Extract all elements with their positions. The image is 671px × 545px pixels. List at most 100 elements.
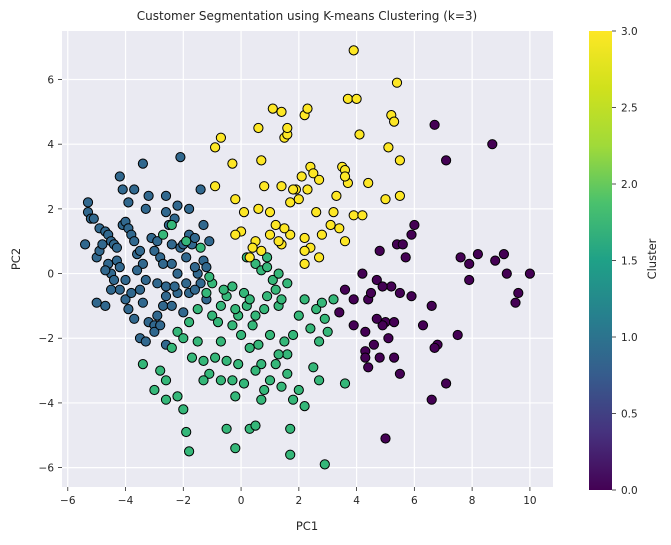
data-point-cluster-3 (339, 236, 351, 247)
data-point-cluster-1 (143, 190, 154, 201)
data-point-cluster-2 (328, 294, 339, 305)
x-tick-label: 6 (411, 495, 418, 507)
data-point-cluster-0 (363, 362, 374, 373)
data-point-cluster-1 (100, 300, 111, 311)
data-point-cluster-3 (383, 142, 394, 153)
data-point-cluster-2 (178, 404, 189, 415)
data-point-cluster-0 (386, 281, 397, 292)
data-point-cluster-2 (207, 310, 218, 321)
data-point-cluster-2 (192, 304, 203, 315)
data-point-cluster-2 (215, 336, 226, 347)
data-point-cluster-0 (426, 300, 437, 311)
data-point-cluster-1 (132, 265, 143, 276)
data-points (80, 45, 536, 470)
data-point-cluster-1 (189, 262, 200, 273)
data-point-cluster-1 (160, 190, 172, 201)
colorbar-tick-label: 2.5 (621, 103, 638, 115)
x-tick-label: −2 (176, 495, 191, 507)
data-point-cluster-3 (394, 155, 405, 166)
data-point-cluster-1 (114, 284, 125, 295)
data-point-cluster-3 (391, 77, 403, 88)
data-point-cluster-2 (282, 278, 293, 289)
y-tick-label: −2 (39, 333, 54, 345)
data-point-cluster-0 (389, 317, 400, 328)
data-point-cluster-0 (429, 119, 440, 130)
data-point-cluster-2 (230, 304, 241, 315)
data-point-cluster-3 (311, 207, 322, 218)
data-point-cluster-2 (276, 381, 287, 392)
y-tick-label: −6 (39, 463, 55, 475)
data-point-cluster-1 (152, 310, 163, 321)
data-point-cluster-0 (513, 287, 524, 299)
data-point-cluster-2 (305, 323, 316, 334)
data-point-cluster-2 (155, 365, 166, 376)
data-point-cluster-3 (259, 181, 270, 192)
data-point-cluster-1 (195, 184, 206, 195)
data-point-cluster-0 (406, 291, 417, 302)
data-point-cluster-0 (452, 329, 463, 341)
data-point-cluster-0 (394, 287, 405, 299)
data-point-cluster-0 (426, 394, 437, 405)
data-point-cluster-3 (285, 197, 296, 208)
data-point-cluster-0 (524, 268, 536, 279)
data-point-cluster-3 (253, 122, 264, 134)
data-point-cluster-2 (198, 375, 209, 386)
data-point-cluster-3 (299, 232, 310, 244)
data-point-cluster-0 (510, 297, 521, 308)
data-point-cluster-0 (429, 342, 440, 353)
x-tick-label: 0 (238, 495, 245, 507)
data-point-cluster-3 (267, 103, 278, 114)
data-point-cluster-3 (354, 129, 365, 140)
data-point-cluster-0 (406, 229, 417, 240)
data-point-cluster-2 (218, 284, 229, 295)
data-point-cluster-0 (339, 284, 351, 295)
data-point-cluster-1 (149, 245, 160, 256)
data-point-cluster-0 (371, 274, 382, 286)
data-point-cluster-2 (227, 375, 238, 386)
data-point-cluster-2 (267, 274, 278, 286)
data-point-cluster-3 (380, 194, 391, 205)
data-point-cluster-3 (296, 171, 307, 182)
data-point-cluster-0 (400, 252, 411, 263)
data-point-cluster-3 (328, 207, 339, 218)
data-point-cluster-3 (276, 106, 287, 118)
data-point-cluster-1 (114, 171, 125, 182)
data-point-cluster-1 (140, 274, 151, 286)
data-point-cluster-1 (204, 236, 215, 247)
data-point-cluster-2 (247, 320, 258, 331)
data-point-cluster-2 (210, 352, 221, 363)
data-point-cluster-2 (178, 333, 189, 344)
data-point-cluster-1 (195, 278, 206, 289)
data-point-cluster-3 (334, 223, 345, 234)
data-point-cluster-2 (308, 362, 319, 373)
data-point-cluster-3 (351, 93, 362, 105)
data-point-cluster-3 (302, 103, 313, 114)
data-point-cluster-2 (204, 368, 215, 379)
data-point-cluster-2 (221, 355, 232, 366)
data-point-cluster-1 (123, 197, 134, 208)
data-point-cluster-1 (178, 307, 189, 318)
data-point-cluster-0 (464, 258, 475, 269)
data-point-cluster-2 (172, 326, 183, 337)
data-point-cluster-1 (100, 265, 111, 276)
data-point-cluster-0 (371, 313, 382, 324)
data-point-cluster-0 (383, 333, 394, 344)
data-point-cluster-3 (253, 203, 264, 214)
data-point-cluster-3 (339, 171, 351, 182)
data-point-cluster-3 (394, 190, 405, 201)
data-point-cluster-3 (299, 245, 310, 256)
colorbar-tick-label: 1.0 (621, 332, 638, 344)
data-point-cluster-2 (137, 359, 148, 370)
y-tick-label: −4 (39, 398, 55, 410)
data-point-cluster-3 (285, 229, 296, 240)
data-point-cluster-2 (238, 287, 250, 299)
data-point-cluster-2 (285, 449, 296, 460)
data-point-cluster-0 (368, 339, 379, 350)
data-point-cluster-3 (230, 194, 241, 205)
data-point-cluster-2 (293, 310, 304, 321)
data-point-cluster-1 (149, 326, 160, 337)
data-point-cluster-1 (152, 278, 163, 289)
data-point-cluster-3 (210, 181, 221, 192)
data-point-cluster-0 (441, 378, 452, 389)
data-point-cluster-1 (123, 304, 134, 315)
